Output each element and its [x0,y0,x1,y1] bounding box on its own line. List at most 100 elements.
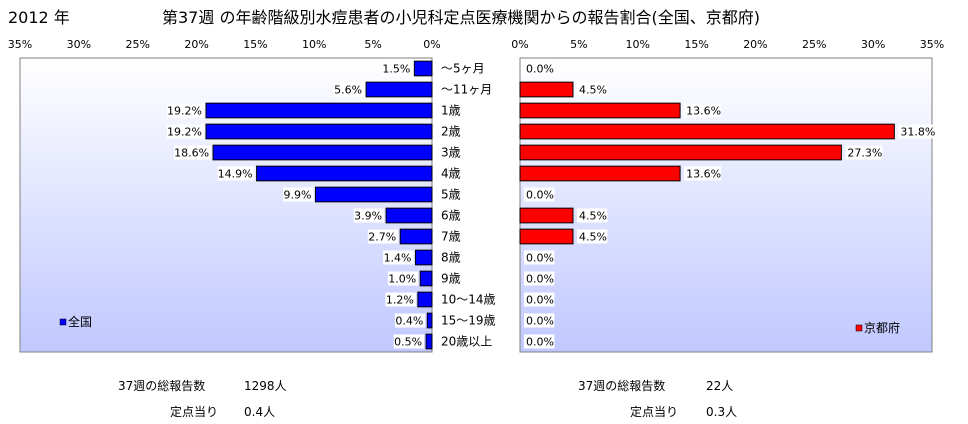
data-label-bg [385,292,416,307]
data-label-kyoto: 0.0% [526,336,554,349]
data-label-zenkoku: 19.2% [167,105,202,118]
category-label: 7歳 [441,230,461,244]
left-axis-tick-label: 20% [184,38,208,51]
data-label-bg [576,82,608,97]
bar-kyoto [519,123,895,140]
data-label-bg [166,103,204,118]
data-label-kyoto: 27.3% [847,147,882,160]
data-label-kyoto: 13.6% [686,105,721,118]
left-total-label: 37週の総報告数 [118,379,206,393]
right-axis-tick-label: 35% [920,38,944,51]
category-label: 4歳 [441,167,461,181]
bar-kyoto [519,144,842,161]
data-label-zenkoku: 1.5% [382,63,410,76]
category-label: 3歳 [441,146,461,160]
data-label-bg [898,124,936,139]
right-axis-tick-label: 0% [511,38,528,51]
bar-zenkoku [365,81,433,98]
legend-marker-kyoto [855,324,863,332]
data-label-zenkoku: 3.9% [354,210,382,223]
data-label-zenkoku: 1.4% [384,252,412,265]
legend-label-kyoto: 京都府 [864,320,900,335]
right-axis-tick-label: 10% [625,38,649,51]
data-label-kyoto: 0.0% [526,189,554,202]
bar-zenkoku [314,186,433,203]
data-label-kyoto: 4.5% [579,84,607,97]
left-plot-area [19,57,433,353]
year-label: 2012 年 [8,8,70,27]
right-per-value: 0.3人 [706,405,738,419]
bar-kyoto [519,207,574,224]
left-axis-tick-label: 10% [302,38,326,51]
data-label-kyoto: 0.0% [526,273,554,286]
bar-zenkoku [425,333,433,350]
bar-zenkoku [413,60,433,77]
left-total-value: 1298人 [244,379,287,393]
data-label-zenkoku: 2.7% [368,231,396,244]
right-axis-tick-label: 20% [743,38,767,51]
category-label: 6歳 [441,209,461,223]
bar-kyoto [519,165,681,182]
data-label-bg [166,124,204,139]
data-label-bg [524,250,555,265]
data-label-kyoto: 0.0% [526,315,554,328]
data-label-bg [353,208,385,223]
right-axis-tick-label: 15% [684,38,708,51]
bar-zenkoku [212,144,433,161]
data-label-kyoto: 4.5% [579,231,607,244]
right-axis-tick-label: 25% [802,38,826,51]
data-label-bg [684,166,722,181]
data-label-bg [524,334,555,349]
category-label: 20歳以上 [441,335,492,349]
data-label-bg [383,250,414,265]
bar-zenkoku [399,228,433,245]
data-label-kyoto: 0.0% [526,63,554,76]
category-label: 9歳 [441,272,461,286]
right-total-value: 22人 [706,379,734,393]
data-label-bg [381,61,413,76]
category-label: 5歳 [441,188,461,202]
bar-zenkoku [205,102,433,119]
right-total-label: 37週の総報告数 [578,379,666,393]
data-label-bg [174,145,212,160]
chart-title: 第37週 の年齢階級別水痘患者の小児科定点医療機関からの報告割合(全国、京都府) [162,8,760,27]
category-label: ～11ヶ月 [441,83,492,97]
data-label-bg [387,271,419,286]
left-per-label: 定点当り [170,405,219,419]
bar-kyoto [519,102,681,119]
data-label-bg [524,313,555,328]
left-axis-tick-label: 25% [125,38,149,51]
data-label-zenkoku: 0.5% [394,336,422,349]
bar-zenkoku [415,249,433,266]
data-label-zenkoku: 19.2% [167,126,202,139]
data-label-kyoto: 0.0% [526,294,554,307]
data-label-bg [333,82,365,97]
data-label-bg [217,166,255,181]
bar-zenkoku [419,270,433,287]
data-label-bg [393,334,425,349]
data-label-bg [576,229,608,244]
legend-label-zenkoku: 全国 [68,314,92,329]
data-label-bg [367,229,399,244]
data-label-bg [576,208,608,223]
data-label-kyoto: 31.8% [900,126,935,139]
left-axis-tick-label: 0% [423,38,440,51]
right-axis-tick-label: 5% [570,38,587,51]
data-label-zenkoku: 18.6% [174,147,209,160]
data-label-bg [524,61,555,76]
right-plot-area [519,57,933,353]
data-label-bg [845,145,883,160]
data-label-zenkoku: 1.0% [388,273,416,286]
data-label-zenkoku: 5.6% [334,84,362,97]
data-label-zenkoku: 1.2% [386,294,414,307]
bar-zenkoku [205,123,433,140]
category-label: 10～14歳 [441,293,496,307]
data-label-kyoto: 0.0% [526,252,554,265]
left-axis-tick-label: 35% [8,38,32,51]
left-axis-tick-label: 15% [243,38,267,51]
data-label-kyoto: 13.6% [686,168,721,181]
data-label-zenkoku: 0.4% [395,315,423,328]
left-axis-tick-label: 30% [67,38,91,51]
data-label-bg [524,187,555,202]
